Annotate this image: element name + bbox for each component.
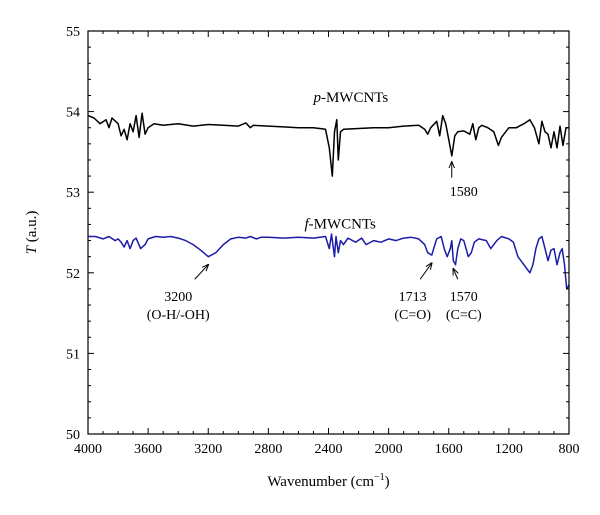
series-label-p-mwcnts: p-MWCNTs [312, 90, 388, 106]
y-tick-label: 54 [66, 106, 80, 121]
x-tick-label: 1200 [495, 442, 523, 457]
y-tick-label: 50 [66, 428, 80, 443]
annotation-label: 1580 [450, 185, 478, 200]
annotation-arrow [194, 265, 209, 280]
series-label-f-mwcnts: f-MWCNTs [304, 216, 376, 232]
series-label-f-rest: -MWCNTs [309, 216, 376, 232]
x-tick-label: 800 [559, 442, 580, 457]
y-axis-title-symbol: T [24, 244, 40, 254]
y-axis-title-unit: (a.u.) [24, 211, 40, 246]
x-axis-title-main: Wavenumber (cm [267, 474, 374, 490]
y-tick-label: 53 [66, 186, 80, 201]
annotation-label: 1570 [450, 290, 478, 305]
x-tick-label: 4000 [74, 442, 102, 457]
annotation-arrow [419, 263, 432, 280]
x-tick-label: 2800 [254, 442, 282, 457]
annotation-arrow [453, 269, 458, 280]
x-tick-label: 2000 [375, 442, 403, 457]
x-tick-label: 2400 [315, 442, 343, 457]
annotation-sublabel: (C=O) [394, 308, 431, 323]
x-tick-label: 3600 [134, 442, 162, 457]
annotation-sublabel: (O-H/-OH) [147, 308, 210, 323]
x-tick-label: 1600 [435, 442, 463, 457]
series-layer [87, 112, 570, 290]
annotation-layer: 1580 3200 (O-H/-OH) 1713 (C=O) 1570 (C=C) [147, 162, 482, 323]
series-label-f-italic: f [304, 216, 310, 232]
x-axis-title: Wavenumber (cm−1) [267, 472, 389, 490]
annotation-label: 1713 [399, 290, 427, 305]
x-tick-label: 3200 [194, 442, 222, 457]
ticks-layer: 4000 3600 3200 2800 2400 2000 1600 1200 800 50 51 5… [66, 25, 580, 457]
series-line-1 [88, 233, 570, 290]
y-tick-label: 51 [66, 347, 80, 362]
series-label-p-rest: -MWCNTs [321, 90, 388, 106]
y-axis-title: T (a.u.) [24, 211, 40, 255]
annotation-label: 3200 [164, 290, 192, 305]
x-axis-title-close: ) [385, 474, 390, 490]
series-label-p-italic: p [312, 90, 321, 106]
y-tick-label: 55 [66, 25, 80, 40]
y-tick-label: 52 [66, 267, 80, 282]
x-axis-title-sup: −1 [374, 472, 385, 483]
labels-layer: p-MWCNTs f-MWCNTs Wavenumber (cm−1) T (a… [24, 90, 390, 490]
series-line-0 [87, 112, 569, 177]
annotation-sublabel: (C=C) [446, 308, 482, 323]
